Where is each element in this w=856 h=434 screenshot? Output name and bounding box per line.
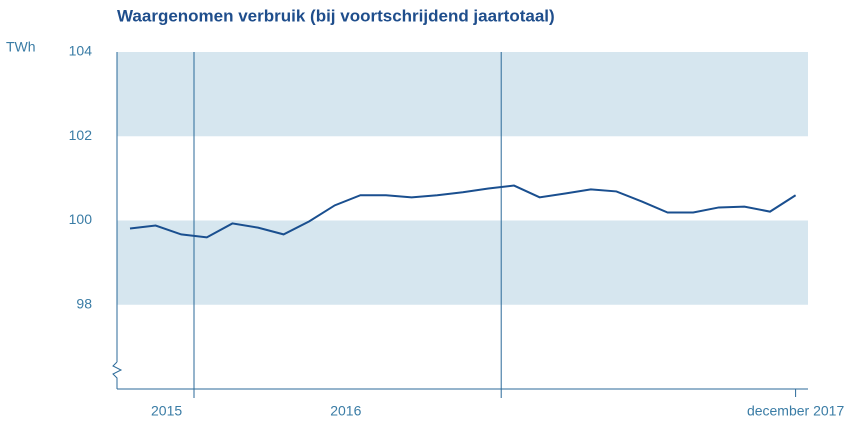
band: [117, 52, 808, 137]
chart-title: Waargenomen verbruik (bij voortschrijden…: [117, 6, 555, 25]
band: [117, 220, 808, 305]
y-tick-label: 100: [69, 211, 93, 227]
axis-break: [112, 361, 123, 389]
x-tick-label: 2016: [330, 403, 361, 419]
y-tick-label: 104: [69, 43, 93, 59]
y-tick-label: 102: [69, 127, 93, 143]
y-tick-label: 98: [76, 295, 92, 311]
x-tick-label: 2015: [151, 403, 182, 419]
data-line: [129, 184, 797, 239]
y-unit: TWh: [6, 39, 36, 55]
x-tick-label: december 2017: [747, 403, 845, 419]
